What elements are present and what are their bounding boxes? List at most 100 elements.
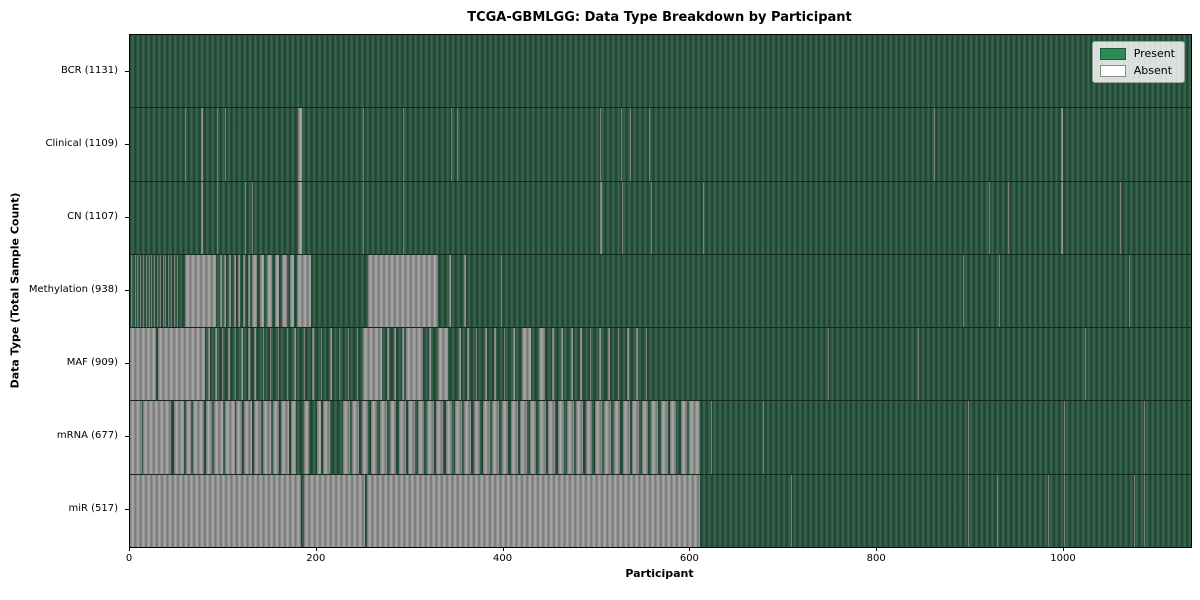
absent-segment xyxy=(561,328,564,401)
absent-segment xyxy=(458,328,461,401)
absent-segment xyxy=(456,108,458,181)
absent-segment xyxy=(140,254,142,328)
absent-segment xyxy=(1013,474,1015,547)
absent-segment xyxy=(402,108,404,181)
absent-segment xyxy=(1120,181,1121,254)
absent-segment xyxy=(367,474,700,547)
absent-segment xyxy=(236,401,243,474)
absent-segment xyxy=(417,401,425,474)
x-tick-label-1000: 1000 xyxy=(1050,553,1076,564)
absent-segment xyxy=(298,181,302,254)
absent-segment xyxy=(157,254,158,328)
absent-segment xyxy=(389,401,397,474)
x-tick-mark xyxy=(315,547,317,551)
absent-segment xyxy=(361,401,369,474)
absent-segment xyxy=(967,474,969,547)
absent-segment xyxy=(763,401,765,474)
absent-segment xyxy=(483,401,490,474)
absent-segment xyxy=(316,401,322,474)
absent-segment xyxy=(1007,181,1009,254)
absent-segment xyxy=(449,254,452,328)
absent-segment xyxy=(252,181,254,254)
absent-segment xyxy=(205,401,213,474)
absent-segment xyxy=(623,401,630,474)
y-tick-mark xyxy=(125,216,129,218)
absent-segment xyxy=(1061,108,1064,181)
absent-segment xyxy=(154,254,156,328)
absent-segment xyxy=(567,401,574,474)
absent-segment xyxy=(185,108,187,181)
absent-segment xyxy=(1013,401,1015,474)
absent-segment xyxy=(621,108,623,181)
absent-segment xyxy=(214,328,217,401)
absent-segment xyxy=(262,401,272,474)
absent-segment xyxy=(636,328,639,401)
absent-segment xyxy=(282,254,287,328)
absent-segment xyxy=(963,254,965,328)
absent-segment xyxy=(475,108,477,181)
absent-segment xyxy=(539,401,546,474)
y-tick-mark xyxy=(125,436,129,438)
absent-segment xyxy=(464,401,471,474)
legend-swatch-absent-icon xyxy=(1099,64,1126,77)
absent-segment xyxy=(557,401,565,474)
absent-segment xyxy=(247,254,250,328)
absent-segment xyxy=(380,401,387,474)
y-tick-label-maf: MAF (909) xyxy=(66,357,118,369)
absent-segment xyxy=(467,328,470,401)
absent-segment xyxy=(428,328,431,401)
absent-segment xyxy=(272,401,280,474)
absent-segment xyxy=(651,401,658,474)
x-tick-mark xyxy=(689,547,691,551)
absent-segment xyxy=(464,254,467,328)
absent-segment xyxy=(290,401,297,474)
absent-segment xyxy=(1048,474,1050,547)
absent-segment xyxy=(669,401,677,474)
absent-segment xyxy=(1144,474,1146,547)
absent-segment xyxy=(289,254,295,328)
absent-segment xyxy=(1144,401,1146,474)
absent-segment xyxy=(363,108,365,181)
absent-segment xyxy=(274,254,280,328)
absent-segment xyxy=(200,108,203,181)
absent-segment xyxy=(200,181,203,254)
absent-segment xyxy=(681,401,687,474)
absent-segment xyxy=(329,328,332,401)
absent-segment xyxy=(501,401,509,474)
absent-segment xyxy=(339,328,341,401)
absent-segment xyxy=(162,254,164,328)
absent-segment xyxy=(192,401,204,474)
absent-segment xyxy=(130,328,151,401)
row-mir xyxy=(130,473,1191,547)
absent-segment xyxy=(130,401,143,474)
absent-segment xyxy=(386,328,389,401)
absent-segment xyxy=(436,401,443,474)
absent-segment xyxy=(492,401,499,474)
absent-segment xyxy=(254,401,261,474)
absent-segment xyxy=(179,254,181,328)
absent-segment xyxy=(447,181,449,254)
x-tick-label-400: 400 xyxy=(493,553,513,564)
absent-segment xyxy=(645,328,648,401)
x-tick-label-0: 0 xyxy=(125,553,133,564)
absent-segment xyxy=(934,108,936,181)
absent-segment xyxy=(229,254,231,328)
absent-segment xyxy=(473,401,481,474)
absent-segment xyxy=(494,328,497,401)
legend: Present Absent xyxy=(1091,41,1185,83)
absent-segment xyxy=(445,401,453,474)
absent-segment xyxy=(503,328,506,401)
absent-segment xyxy=(427,401,434,474)
absent-segment xyxy=(394,328,397,401)
plot-area: Present Absent xyxy=(129,34,1192,548)
absent-segment xyxy=(262,328,265,401)
y-tick-mark xyxy=(125,70,129,72)
row-cn xyxy=(130,180,1191,254)
absent-segment xyxy=(580,328,583,401)
absent-segment xyxy=(744,474,746,547)
absent-segment xyxy=(484,328,487,401)
absent-segment xyxy=(520,401,527,474)
absent-segment xyxy=(512,328,515,401)
absent-segment xyxy=(617,328,620,401)
row-clinical xyxy=(130,107,1191,181)
